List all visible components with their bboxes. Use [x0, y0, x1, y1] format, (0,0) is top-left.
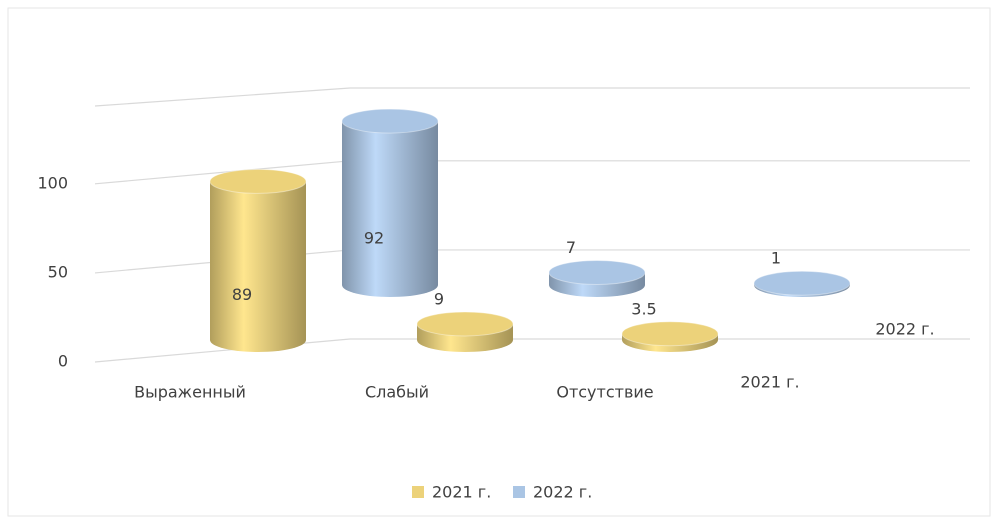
cylinder: [342, 121, 438, 297]
y-tick-label: 0: [58, 352, 68, 371]
x-tick-label: Выраженный: [134, 383, 246, 402]
legend-swatch: [412, 486, 424, 498]
value-label: 9: [434, 289, 444, 308]
legend-swatch: [513, 486, 525, 498]
wall-edge: [94, 87, 970, 107]
chart-frame: [7, 7, 991, 517]
x-tick-label: Слабый: [365, 383, 429, 402]
cylinder: [210, 181, 306, 352]
value-label: 7: [566, 238, 576, 257]
legend-label: 2021 г.: [432, 483, 491, 502]
cylinder-top: [341, 108, 439, 134]
y-tick-label: 100: [37, 173, 68, 192]
y-tick-label: 50: [48, 262, 68, 281]
grid-line: [94, 338, 970, 363]
legend-label: 2022 г.: [533, 483, 592, 502]
value-label: 3.5: [631, 299, 656, 318]
cylinder-top: [753, 270, 851, 296]
depth-label: 2022 г.: [875, 320, 934, 339]
value-label: 1: [771, 249, 781, 268]
cylinder-top: [548, 260, 646, 286]
x-tick-label: Отсутствие: [556, 383, 653, 402]
cylinder-top: [621, 321, 719, 347]
cylinder-top: [416, 311, 514, 337]
depth-label: 2021 г.: [740, 373, 799, 392]
value-label: 89: [232, 285, 252, 304]
cylinder-top: [209, 168, 307, 194]
value-label: 92: [364, 229, 384, 248]
